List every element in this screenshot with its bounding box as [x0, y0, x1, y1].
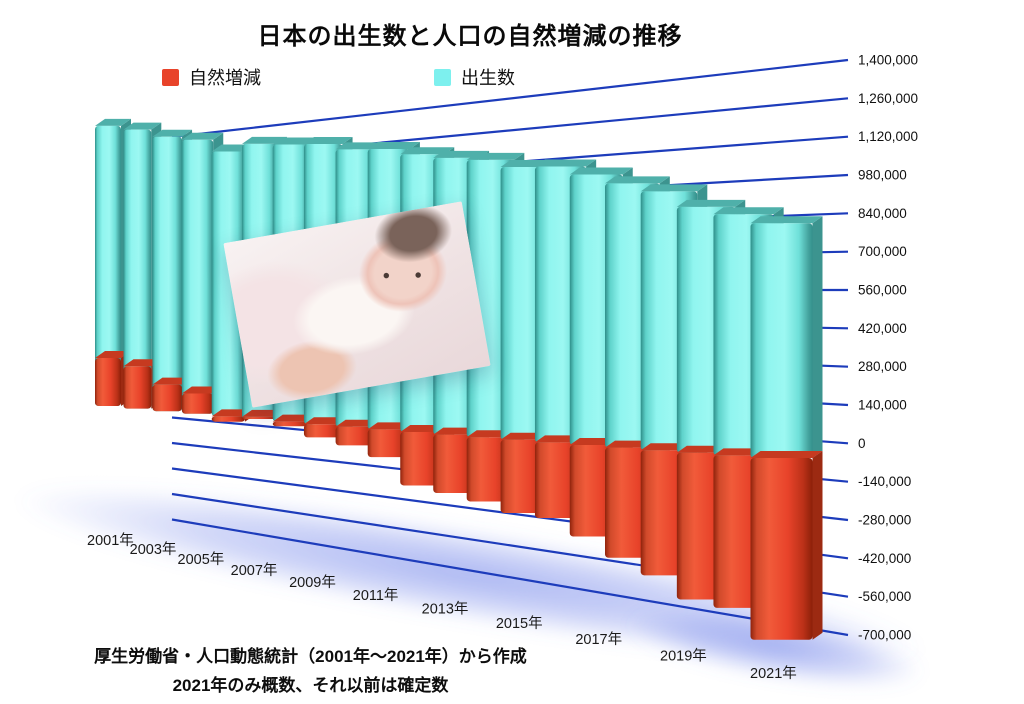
gridline	[171, 518, 849, 637]
bar-top-face	[400, 147, 455, 155]
bar-front-face	[95, 358, 121, 406]
legend-label-natural-change: 自然増減	[189, 68, 261, 88]
bar-top-face	[95, 351, 131, 359]
x-tick-label: 2021年	[750, 665, 797, 682]
legend-item-natural-change: 自然増減	[162, 64, 261, 90]
bar-front-face	[152, 136, 183, 412]
bar-front-face	[123, 129, 152, 409]
y-tick-label: 560,000	[858, 282, 907, 297]
y-tick-label: 980,000	[858, 167, 907, 182]
bar-top-face	[640, 184, 708, 192]
source-note-line1: 厚生労働省・人口動態統計（2001年～2021年）から作成	[94, 647, 527, 666]
legend-swatch-natural-change-icon	[162, 68, 179, 86]
births-bar-2021	[750, 216, 823, 458]
bar-front-face	[211, 151, 245, 417]
bar-front-face	[181, 393, 214, 414]
source-note-line2: 2021年のみ概数、それ以前は確定数	[172, 676, 449, 695]
legend-item-births: 出生数	[434, 64, 515, 90]
bar-top-face	[242, 136, 287, 144]
bar-front-face	[335, 426, 376, 446]
bar-top-face	[152, 129, 193, 137]
bar-front-face	[181, 139, 214, 414]
bar-front-face	[123, 366, 152, 409]
bar-top-face	[95, 118, 131, 126]
y-tick-label: -560,000	[858, 589, 911, 604]
x-tick-label: 2009年	[289, 574, 336, 591]
y-tick-label: -420,000	[858, 551, 911, 566]
y-tick-label: -280,000	[858, 512, 911, 527]
bar-front-face	[242, 416, 277, 419]
y-tick-label: 1,400,000	[858, 53, 918, 68]
legend-swatch-births-icon	[434, 68, 451, 86]
y-tick-label: 1,260,000	[858, 91, 918, 106]
y-tick-label: 700,000	[858, 244, 907, 259]
bar-front-face	[367, 429, 410, 458]
y-tick-label: -700,000	[858, 627, 911, 642]
natural-change-bar-2021	[750, 451, 823, 640]
x-tick-label: 2011年	[353, 587, 399, 604]
bar-front-face	[750, 223, 813, 458]
y-tick-label: 280,000	[858, 359, 907, 374]
bar-top-face	[123, 359, 162, 367]
page-title: 日本の出生数と人口の自然増減の推移	[257, 23, 683, 50]
bar-top-face	[676, 199, 746, 207]
bar-top-face	[303, 137, 353, 145]
bar-top-face	[181, 132, 224, 140]
y-tick-label: 840,000	[858, 206, 907, 221]
bar-front-face	[750, 458, 813, 640]
y-tick-label: 0	[858, 436, 866, 451]
bar-front-face	[152, 384, 183, 412]
y-tick-label: 1,120,000	[858, 129, 918, 144]
bar-top-face	[123, 122, 162, 130]
x-tick-label: 2005年	[178, 551, 225, 568]
x-tick-label: 2003年	[130, 541, 177, 558]
bar-top-face	[750, 451, 823, 458]
legend-label-births: 出生数	[461, 68, 515, 88]
bar-front-face	[211, 416, 245, 422]
bar-top-face	[534, 159, 597, 167]
bar-top-face	[466, 152, 525, 160]
bar-top-face	[713, 207, 784, 215]
gridline	[171, 58, 849, 139]
source-note: 厚生労働省・人口動態統計（2001年～2021年）から作成 2021年のみ概数、…	[58, 642, 563, 700]
bar-top-face	[569, 167, 633, 175]
floor-shadow-front	[626, 609, 924, 687]
x-tick-label: 2001年	[87, 532, 134, 549]
y-tick-label: -140,000	[858, 474, 911, 489]
bar-top-face	[605, 176, 670, 184]
y-tick-label: 420,000	[858, 321, 907, 336]
bar-side-face	[812, 451, 823, 640]
x-tick-label: 2017年	[575, 631, 622, 648]
bar-front-face	[95, 125, 121, 406]
x-tick-label: 2007年	[231, 562, 278, 579]
bar-top-face	[750, 216, 823, 224]
x-tick-label: 2019年	[660, 647, 707, 664]
bar-front-face	[272, 421, 310, 427]
y-tick-label: 140,000	[858, 397, 907, 412]
x-tick-label: 2015年	[496, 615, 543, 632]
bar-top-face	[367, 141, 420, 149]
bar-front-face	[303, 424, 343, 438]
x-tick-label: 2013年	[422, 601, 469, 618]
bar-side-face	[812, 216, 823, 458]
